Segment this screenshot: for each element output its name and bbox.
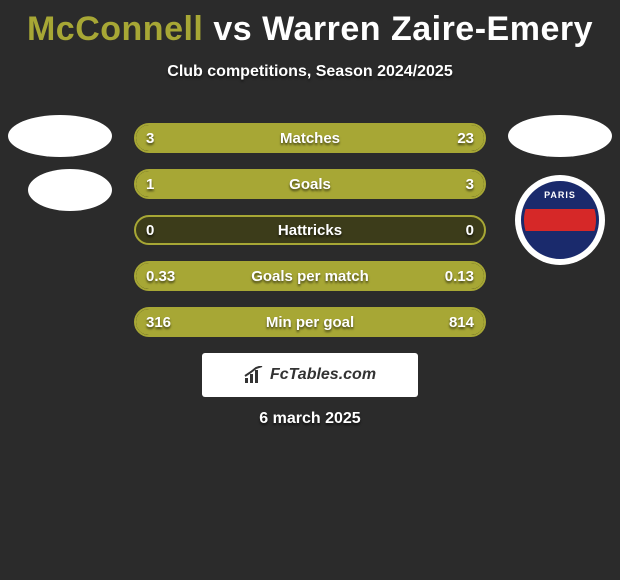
stat-bar: 3Matches23 bbox=[134, 123, 486, 153]
bar-label: Goals per match bbox=[136, 263, 484, 289]
bar-value-right: 814 bbox=[449, 309, 474, 335]
stat-bar: 0.33Goals per match0.13 bbox=[134, 261, 486, 291]
bar-value-right: 0 bbox=[466, 217, 474, 243]
brand-logo: FcTables.com bbox=[202, 353, 418, 397]
brand-logo-text: FcTables.com bbox=[270, 366, 376, 384]
bar-value-right: 0.13 bbox=[445, 263, 474, 289]
player1-avatar bbox=[8, 115, 112, 157]
player2-club-logo bbox=[515, 175, 605, 265]
stat-bar: 0Hattricks0 bbox=[134, 215, 486, 245]
bar-value-right: 3 bbox=[466, 171, 474, 197]
bar-label: Matches bbox=[136, 125, 484, 151]
chart-icon bbox=[244, 366, 264, 384]
stat-bar: 1Goals3 bbox=[134, 169, 486, 199]
bar-label: Hattricks bbox=[136, 217, 484, 243]
left-avatars bbox=[0, 115, 120, 211]
psg-badge-icon bbox=[521, 181, 599, 259]
comparison-title: McConnell vs Warren Zaire-Emery bbox=[0, 0, 620, 49]
bar-label: Goals bbox=[136, 171, 484, 197]
stat-bars-container: 3Matches231Goals30Hattricks00.33Goals pe… bbox=[134, 123, 486, 353]
date-text: 6 march 2025 bbox=[0, 410, 620, 428]
right-avatars bbox=[500, 115, 620, 265]
player2-name: Warren Zaire-Emery bbox=[262, 10, 593, 48]
player1-club-logo bbox=[28, 169, 112, 211]
bar-label: Min per goal bbox=[136, 309, 484, 335]
vs-text: vs bbox=[213, 10, 252, 48]
player1-name: McConnell bbox=[27, 10, 203, 48]
bar-value-right: 23 bbox=[457, 125, 474, 151]
player2-avatar bbox=[508, 115, 612, 157]
subtitle: Club competitions, Season 2024/2025 bbox=[0, 63, 620, 81]
stat-bar: 316Min per goal814 bbox=[134, 307, 486, 337]
